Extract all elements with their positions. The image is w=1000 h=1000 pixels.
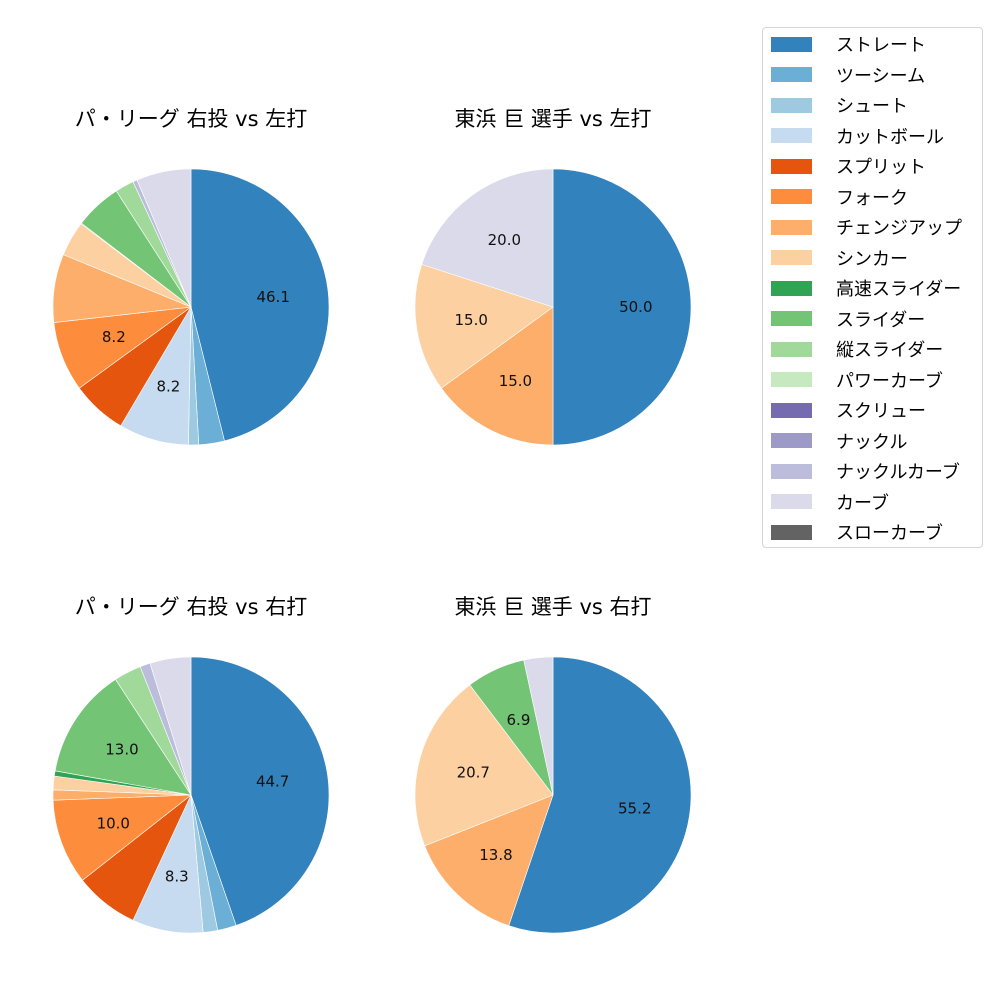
legend-swatch [771, 402, 812, 418]
legend-item: チェンジアップ [771, 215, 962, 239]
legend-item: シンカー [771, 246, 908, 270]
legend-label: チェンジアップ [836, 218, 962, 239]
pie-slice [421, 168, 554, 308]
legend-swatch [771, 67, 812, 82]
slice-value-label: 20.7 [457, 764, 490, 782]
legend-label: カーブ [836, 492, 889, 514]
legend-item: 高速スライダー [771, 276, 961, 300]
legend-label: カットボール [836, 126, 944, 148]
legend-item: カットボール [771, 124, 944, 148]
legend: ストレートツーシームシュートカットボール スプリットフォークチェンジアップ シンカー… [762, 27, 983, 548]
legend-swatch [771, 97, 812, 113]
slice-value-label: 15.0 [455, 311, 488, 329]
chart-title-pl-vs-right: パ・リーグ 右投 vs 右打 [74, 595, 308, 619]
pie-slice [149, 656, 192, 796]
pie-slice [440, 306, 554, 446]
slice-value-label: 15.0 [499, 372, 532, 390]
legend-item: スライダー [771, 307, 925, 331]
legend-label: シンカー [836, 248, 908, 270]
legend-label: スプリット [836, 157, 926, 178]
slice-value-label: 8.3 [165, 868, 189, 886]
legend-swatch [771, 341, 812, 357]
legend-item: ストレート [771, 32, 926, 56]
legend-item: シュート [771, 93, 908, 117]
slice-value-label: 13.0 [105, 740, 138, 758]
legend-swatch [771, 494, 812, 509]
legend-label: パワーカーブ [836, 370, 943, 392]
slice-value-label: 8.2 [156, 378, 180, 396]
legend-item: パワーカーブ [771, 368, 943, 392]
legend-label: スライダー [836, 309, 926, 331]
pie-slice [523, 656, 554, 796]
chart-title-higashihama-vs-left: 東浜 巨 選手 vs 左打 [454, 107, 652, 131]
slice-value-label: 8.2 [102, 328, 126, 346]
legend-swatch [771, 36, 812, 52]
legend-label: スクリュー [836, 401, 926, 422]
pie-slice [552, 168, 692, 446]
legend-swatch [771, 158, 812, 174]
legend-item: ツーシーム [771, 63, 925, 87]
pie-chart: 44.7 8.3 10.0 13.0 [52, 656, 330, 934]
pie-slice [414, 263, 554, 389]
pie-slice [424, 794, 554, 927]
pie-chart: 55.2 13.8 20.7 6.9 [414, 656, 692, 934]
legend-item: スクリュー [771, 398, 926, 422]
chart-title-higashihama-vs-right: 東浜 巨 選手 vs 右打 [454, 595, 652, 619]
legend-item: フォーク [771, 185, 908, 209]
legend-label: 縦スライダー [836, 340, 944, 361]
slice-value-label: 6.9 [507, 711, 531, 729]
pie-slice [414, 684, 554, 847]
slice-value-label: 46.1 [256, 288, 289, 306]
legend-swatch [771, 311, 812, 326]
legend-label: シュート [836, 96, 908, 117]
legend-item: ナックルカーブ [771, 459, 960, 483]
slice-value-label: 50.0 [619, 298, 652, 316]
slice-value-label: 55.2 [618, 799, 651, 817]
legend-swatch [771, 189, 812, 204]
slice-value-label: 13.8 [479, 846, 512, 864]
legend-label: ツーシーム [836, 65, 926, 87]
legend-swatch [771, 280, 812, 296]
legend-swatch [771, 463, 812, 479]
pie-slice [190, 168, 330, 442]
pie-slice [54, 679, 192, 796]
pie-slice [52, 794, 192, 881]
legend-item: スプリット [771, 154, 926, 178]
pie-slice [136, 168, 192, 308]
legend-item: 縦スライダー [771, 337, 943, 361]
legend-swatch [771, 219, 812, 235]
legend-swatch [771, 433, 812, 448]
slice-value-label: 10.0 [97, 815, 130, 833]
legend-label: ナックルカーブ [836, 462, 960, 483]
legend-swatch [771, 524, 812, 540]
pie-slice [190, 656, 330, 926]
legend-item: ナックル [771, 429, 907, 453]
legend-label: スローカーブ [836, 523, 943, 544]
pie-chart: 46.1 8.2 8.2 [52, 168, 330, 446]
pie-slice [508, 656, 692, 934]
slice-value-label: 44.7 [256, 772, 289, 790]
legend-label: ナックル [836, 431, 908, 453]
legend-swatch [771, 372, 812, 387]
pie-chart: 50.0 15.0 15.0 20.0 [414, 168, 692, 446]
legend-swatch [771, 250, 812, 265]
legend-label: フォーク [836, 187, 908, 209]
chart-title-pl-vs-left: パ・リーグ 右投 vs 左打 [74, 107, 308, 131]
slice-value-label: 20.0 [488, 231, 521, 249]
legend-label: 高速スライダー [836, 279, 962, 300]
legend-label: ストレート [836, 35, 926, 56]
legend-swatch [771, 128, 812, 143]
legend-item: スローカーブ [771, 520, 943, 544]
legend-item: カーブ [771, 490, 889, 514]
